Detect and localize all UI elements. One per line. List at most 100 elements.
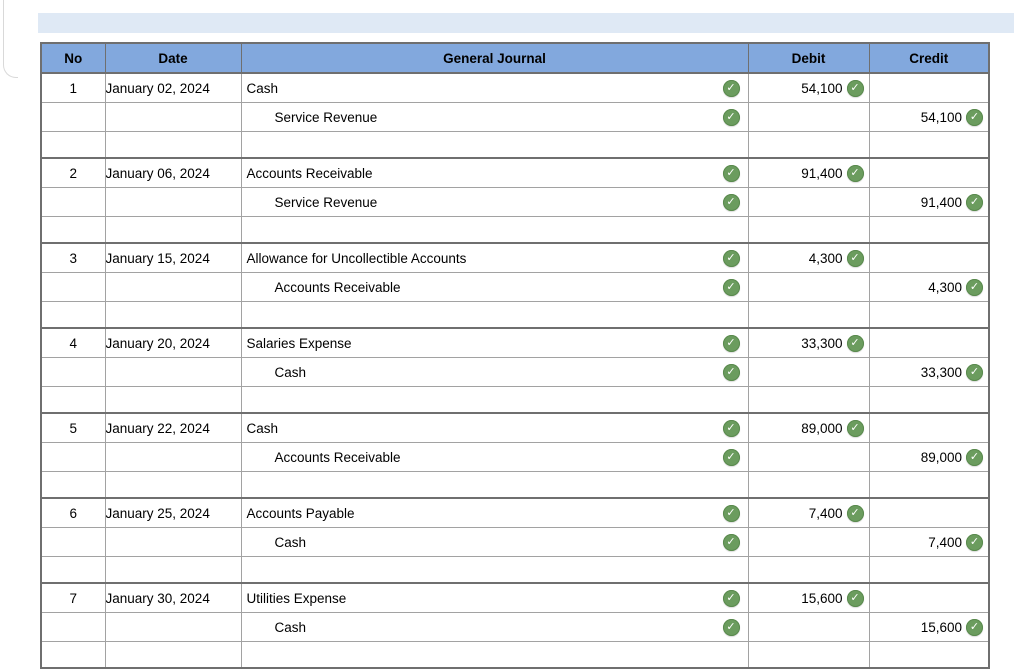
credit-amount: 91,400: [920, 194, 962, 210]
entry-date-cell: January 30, 2024: [104, 582, 242, 613]
journal-row-spacer: [40, 216, 990, 244]
debit-account-cell[interactable]: Allowance for Uncollectible Accounts ✓: [240, 242, 749, 273]
debit-amount-cell[interactable]: 4,300 ✓: [747, 242, 870, 273]
credit-amount-cell-empty[interactable]: [868, 242, 990, 273]
account-name: Cash: [246, 80, 279, 96]
spacer-cell: [40, 301, 106, 329]
debit-account-cell[interactable]: Cash ✓: [240, 412, 749, 443]
credit-amount: 33,300: [920, 364, 962, 380]
debit-account-cell[interactable]: Accounts Receivable ✓: [240, 157, 749, 188]
debit-amount-cell-empty[interactable]: [747, 357, 870, 387]
top-strip: [38, 13, 1014, 33]
credit-amount-cell[interactable]: 89,000 ✓: [868, 442, 990, 472]
entry-number-cell-empty: [40, 527, 106, 557]
check-circle-icon: ✓: [846, 164, 864, 182]
spacer-cell: [868, 641, 990, 669]
credit-amount-cell[interactable]: 33,300 ✓: [868, 357, 990, 387]
journal-row-credit: Accounts Receivable ✓ 89,000 ✓: [40, 442, 990, 472]
credit-amount: 15,600: [920, 619, 962, 635]
spacer-cell: [868, 216, 990, 244]
check-circle-icon: ✓: [722, 533, 740, 551]
debit-amount-cell[interactable]: 33,300 ✓: [747, 327, 870, 358]
check-circle-icon: ✓: [722, 618, 740, 636]
credit-amount-cell-empty[interactable]: [868, 412, 990, 443]
debit-amount-cell[interactable]: 7,400 ✓: [747, 497, 870, 528]
header-date: Date: [104, 42, 242, 74]
credit-account-cell[interactable]: Accounts Receivable ✓: [240, 272, 749, 302]
credit-account-cell[interactable]: Accounts Receivable ✓: [240, 442, 749, 472]
spacer-cell: [240, 471, 749, 499]
credit-account-cell[interactable]: Cash ✓: [240, 527, 749, 557]
spacer-cell: [747, 641, 870, 669]
debit-amount-cell-empty[interactable]: [747, 442, 870, 472]
spacer-cell: [104, 386, 242, 414]
credit-account-cell[interactable]: Cash ✓: [240, 357, 749, 387]
entry-date-cell: January 22, 2024: [104, 412, 242, 443]
debit-amount-cell-empty[interactable]: [747, 272, 870, 302]
debit-amount: 54,100: [801, 80, 843, 96]
credit-amount-cell-empty[interactable]: [868, 157, 990, 188]
spacer-cell: [40, 131, 106, 159]
debit-account-cell[interactable]: Accounts Payable ✓: [240, 497, 749, 528]
debit-amount-cell-empty[interactable]: [747, 612, 870, 642]
check-circle-icon: ✓: [722, 448, 740, 466]
debit-account-cell[interactable]: Utilities Expense ✓: [240, 582, 749, 613]
table-header-row: No Date General Journal Debit Credit: [40, 42, 990, 74]
credit-amount-cell[interactable]: 54,100 ✓: [868, 102, 990, 132]
entry-date-cell: January 06, 2024: [104, 157, 242, 188]
credit-amount-cell[interactable]: 7,400 ✓: [868, 527, 990, 557]
debit-account-cell[interactable]: Cash ✓: [240, 72, 749, 103]
check-circle-icon: ✓: [966, 193, 983, 211]
account-name: Accounts Payable: [246, 505, 355, 521]
spacer-cell: [40, 386, 106, 414]
credit-amount-cell-empty[interactable]: [868, 327, 990, 358]
entry-number-cell-empty: [40, 612, 106, 642]
credit-amount-cell[interactable]: 4,300 ✓: [868, 272, 990, 302]
entry-date-cell: January 02, 2024: [104, 72, 242, 103]
spacer-cell: [747, 301, 870, 329]
spacer-cell: [868, 556, 990, 584]
debit-amount-cell[interactable]: 89,000 ✓: [747, 412, 870, 443]
header-debit: Debit: [747, 42, 870, 74]
credit-amount: 7,400: [928, 534, 962, 550]
credit-account-cell[interactable]: Service Revenue ✓: [240, 187, 749, 217]
journal-row-credit: Accounts Receivable ✓ 4,300 ✓: [40, 272, 990, 302]
spacer-cell: [240, 131, 749, 159]
account-name: Service Revenue: [274, 109, 378, 125]
debit-amount: 33,300: [801, 335, 843, 351]
debit-amount: 15,600: [801, 590, 843, 606]
entry-date-cell-empty: [104, 272, 242, 302]
credit-amount-cell[interactable]: 15,600 ✓: [868, 612, 990, 642]
debit-amount-cell-empty[interactable]: [747, 102, 870, 132]
debit-amount-cell-empty[interactable]: [747, 527, 870, 557]
entry-date-cell-empty: [104, 442, 242, 472]
account-name: Allowance for Uncollectible Accounts: [246, 250, 467, 266]
debit-amount-cell[interactable]: 54,100 ✓: [747, 72, 870, 103]
credit-amount-cell-empty[interactable]: [868, 497, 990, 528]
credit-account-cell[interactable]: Cash ✓: [240, 612, 749, 642]
credit-amount-cell-empty[interactable]: [868, 582, 990, 613]
spacer-cell: [104, 216, 242, 244]
check-circle-icon: ✓: [722, 249, 740, 267]
check-circle-icon: ✓: [722, 278, 740, 296]
check-circle-icon: ✓: [722, 164, 740, 182]
credit-amount: 4,300: [928, 279, 962, 295]
spacer-cell: [868, 471, 990, 499]
check-circle-icon: ✓: [722, 334, 740, 352]
debit-account-cell[interactable]: Salaries Expense ✓: [240, 327, 749, 358]
credit-amount: 89,000: [920, 449, 962, 465]
spacer-cell: [747, 216, 870, 244]
credit-amount-cell[interactable]: 91,400 ✓: [868, 187, 990, 217]
credit-account-cell[interactable]: Service Revenue ✓: [240, 102, 749, 132]
debit-amount-cell[interactable]: 91,400 ✓: [747, 157, 870, 188]
debit-amount: 7,400: [808, 505, 843, 521]
debit-amount-cell[interactable]: 15,600 ✓: [747, 582, 870, 613]
debit-amount-cell-empty[interactable]: [747, 187, 870, 217]
entry-date-cell-empty: [104, 612, 242, 642]
journal-row-credit: Cash ✓ 7,400 ✓: [40, 527, 990, 557]
spacer-cell: [40, 216, 106, 244]
journal-row-spacer: [40, 386, 990, 414]
spacer-cell: [40, 641, 106, 669]
spacer-cell: [40, 471, 106, 499]
credit-amount-cell-empty[interactable]: [868, 72, 990, 103]
